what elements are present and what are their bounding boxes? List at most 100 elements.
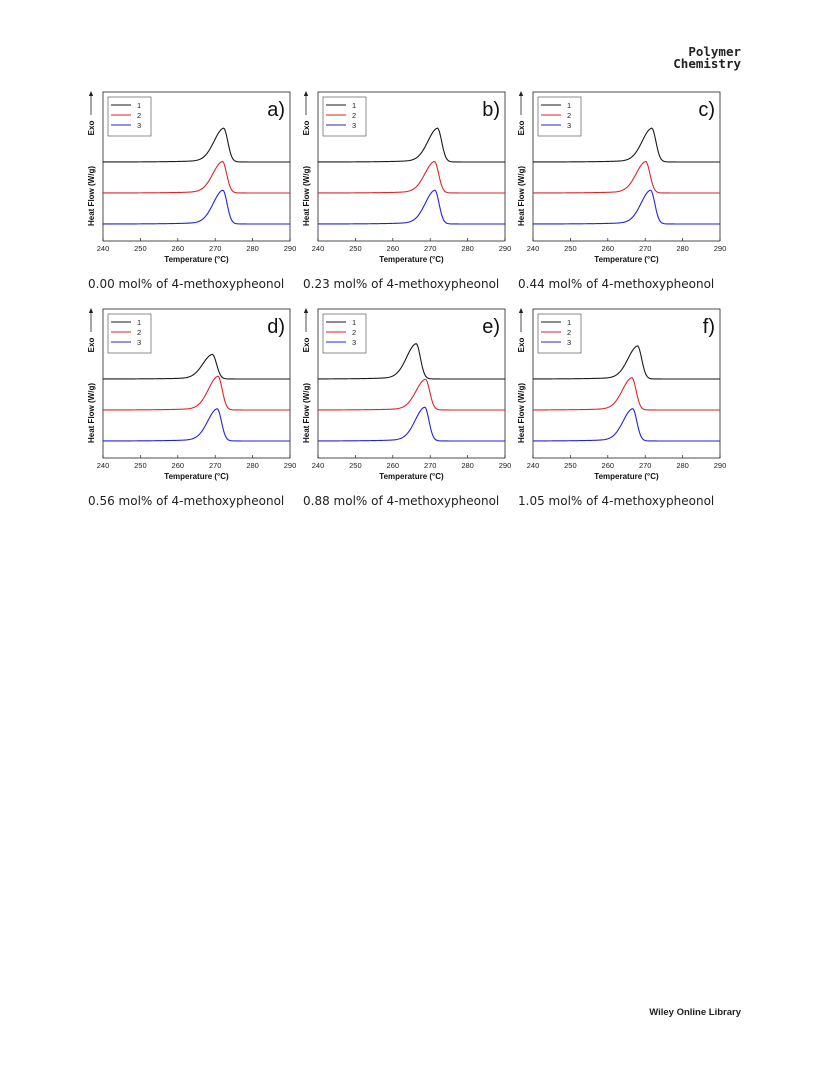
series-line-3 [103, 408, 290, 442]
dsc-panel-b: 240 250 260 270 280 290 Temperature (°C) Heat F… [302, 88, 518, 298]
x-tick-label: 260 [172, 244, 185, 253]
series-line-3 [103, 189, 290, 225]
panel-letter: f) [703, 316, 715, 338]
series-line-2 [103, 160, 290, 194]
x-tick-label: 250 [349, 461, 362, 470]
series-line-1 [103, 127, 290, 163]
series-line-3 [532, 408, 720, 442]
x-tick-label: 250 [349, 244, 362, 253]
series-line-1 [533, 127, 720, 163]
dsc-panel-c: 240 250 260 270 280 290 Temperature (°C) Heat F… [517, 88, 733, 298]
exo-label: Exo [302, 121, 311, 136]
x-tick-label: 250 [564, 461, 577, 470]
series-line-2 [103, 375, 290, 411]
x-axis-title: Temperature (°C) [379, 472, 444, 481]
y-axis-title: Heat Flow (W/g) [517, 166, 526, 226]
legend-label-2: 2 [567, 111, 571, 120]
x-tick-label: 260 [602, 244, 615, 253]
legend-label-1: 1 [567, 318, 571, 327]
dsc-chart-a: 240 250 260 270 280 290 Temperature (°C) Heat F… [87, 91, 296, 264]
legend-box [107, 96, 152, 137]
legend-label-1: 1 [352, 318, 356, 327]
x-tick-label: 240 [527, 244, 540, 253]
legend-label-3: 3 [352, 338, 356, 347]
y-axis-title: Heat Flow (W/g) [87, 383, 96, 443]
exo-arrow-head [88, 308, 94, 313]
x-tick-label: 240 [312, 244, 325, 253]
x-tick-label: 250 [134, 244, 147, 253]
series-line-2 [533, 377, 720, 411]
x-tick-label: 240 [312, 461, 325, 470]
legend-label-1: 1 [352, 101, 356, 110]
exo-arrow-head [303, 91, 309, 96]
x-tick-label: 260 [387, 461, 400, 470]
x-axis-title: Temperature (°C) [164, 472, 229, 481]
x-tick-label: 270 [424, 461, 437, 470]
x-axis-title: Temperature (°C) [594, 472, 659, 481]
journal-name-line2: Chemistry [673, 56, 741, 71]
exo-arrow-head [518, 91, 524, 96]
exo-arrow-head [303, 308, 309, 313]
dsc-chart-f: 240 250 260 270 280 290 Temperature (°C) Heat F… [517, 308, 727, 481]
x-tick-label: 280 [246, 461, 259, 470]
x-tick-label: 280 [461, 244, 474, 253]
x-tick-label: 290 [714, 461, 727, 470]
panel-letter: b) [482, 99, 500, 121]
y-axis-title: Heat Flow (W/g) [87, 166, 96, 226]
x-tick-label: 250 [134, 461, 147, 470]
legend-box [107, 313, 152, 354]
exo-label: Exo [517, 338, 526, 353]
panel-caption: 0.00 mol% of 4-methoxypheonol [88, 277, 285, 291]
legend-label-2: 2 [352, 328, 356, 337]
plot-frame [532, 308, 721, 459]
x-axis-title: Temperature (°C) [164, 255, 229, 264]
journal-name-line1: Polymer [688, 44, 741, 59]
legend-box [322, 96, 367, 137]
journal-name: Polymer Chemistry [673, 44, 741, 71]
dsc-panel-d: 240 250 260 270 280 290 Temperature (°C) Heat F… [87, 305, 303, 515]
dsc-chart-c: 240 250 260 270 280 290 Temperature (°C) Heat F… [517, 91, 727, 264]
legend-label-2: 2 [567, 328, 571, 337]
series-line-2 [318, 161, 505, 194]
dsc-chart-b: 240 250 260 270 280 290 Temperature (°C) Heat F… [302, 91, 512, 264]
legend-box [537, 313, 582, 354]
panel-caption: 0.44 mol% of 4-methoxypheonol [518, 277, 715, 291]
series-line-1 [318, 127, 505, 163]
series-line-3 [318, 406, 505, 442]
panel-caption: 1.05 mol% of 4-methoxypheonol [518, 494, 715, 508]
legend-label-1: 1 [137, 101, 141, 110]
x-tick-label: 290 [714, 244, 727, 253]
panel-letter: e) [482, 316, 500, 338]
series-line-1 [102, 353, 290, 380]
x-tick-label: 290 [284, 461, 297, 470]
footer-brand: Wiley Online Library [649, 1007, 741, 1018]
x-tick-label: 270 [209, 244, 222, 253]
x-axis-title: Temperature (°C) [594, 255, 659, 264]
dsc-chart-d: 240 250 260 270 280 290 Temperature (°C) Heat F… [87, 308, 297, 481]
y-axis-title: Heat Flow (W/g) [302, 383, 311, 443]
x-tick-label: 280 [461, 461, 474, 470]
x-tick-label: 290 [499, 244, 512, 253]
x-tick-label: 270 [639, 461, 652, 470]
plot-frame [102, 91, 291, 242]
x-tick-label: 270 [639, 244, 652, 253]
legend-box [322, 313, 367, 354]
x-tick-label: 260 [172, 461, 185, 470]
legend-label-3: 3 [567, 121, 571, 130]
dsc-panel-a: 240 250 260 270 280 290 Temperature (°C) Heat F… [87, 88, 303, 298]
exo-arrow-head [518, 308, 524, 313]
x-tick-label: 280 [676, 244, 689, 253]
x-tick-label: 250 [564, 244, 577, 253]
x-axis-title: Temperature (°C) [379, 255, 444, 264]
legend-label-3: 3 [352, 121, 356, 130]
y-axis-title: Heat Flow (W/g) [302, 166, 311, 226]
exo-label: Exo [517, 121, 526, 136]
plot-frame [102, 308, 291, 459]
x-tick-label: 260 [387, 244, 400, 253]
series-line-3 [532, 189, 720, 225]
dsc-chart-e: 240 250 260 270 280 290 Temperature (°C) Heat F… [302, 308, 511, 481]
plot-frame [317, 308, 506, 459]
legend-label-2: 2 [137, 328, 141, 337]
series-line-2 [318, 378, 505, 411]
panel-letter: c) [698, 99, 715, 121]
